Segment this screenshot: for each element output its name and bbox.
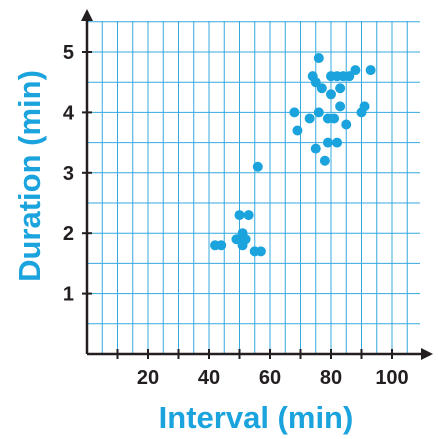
data-point [313, 107, 324, 118]
y-tick-label: 2 [63, 223, 74, 245]
axes [81, 9, 433, 360]
y-tick-label: 5 [63, 42, 74, 64]
data-point [319, 155, 330, 166]
data-point [255, 246, 266, 257]
data-point [359, 101, 370, 112]
x-axis-title: Interval (min) [159, 400, 354, 435]
data-point [350, 65, 361, 76]
data-point [316, 83, 327, 94]
data-point [216, 240, 227, 251]
data-point [234, 210, 245, 221]
data-point [252, 161, 263, 172]
x-axis-arrowhead [421, 348, 433, 360]
data-point [329, 113, 340, 124]
data-point [365, 65, 376, 76]
data-point [313, 53, 324, 64]
data-point [344, 71, 355, 82]
data-point [310, 77, 321, 88]
x-tick-label: 60 [259, 367, 281, 389]
y-tick-label: 1 [63, 284, 74, 306]
x-tick-label: 40 [198, 367, 220, 389]
ticks: 20 40 60 80 100 1 2 3 4 5 [63, 42, 409, 389]
y-axis-title: Duration (min) [12, 70, 47, 282]
x-tick-label: 100 [375, 367, 408, 389]
x-tick-label: 20 [137, 367, 159, 389]
data-point [240, 234, 251, 245]
data-points [210, 53, 376, 257]
data-point [335, 101, 346, 112]
data-point [304, 113, 315, 124]
data-point [341, 119, 352, 130]
data-point [332, 137, 343, 148]
data-point [243, 210, 254, 221]
data-point [310, 143, 321, 154]
data-point [322, 137, 333, 148]
data-point [292, 125, 303, 136]
x-tick-label: 80 [320, 367, 342, 389]
data-point [335, 83, 346, 94]
y-tick-label: 4 [63, 102, 75, 124]
data-point [326, 89, 336, 100]
y-tick-label: 3 [63, 163, 74, 185]
data-point [289, 107, 300, 118]
y-axis-arrowhead [81, 9, 93, 21]
